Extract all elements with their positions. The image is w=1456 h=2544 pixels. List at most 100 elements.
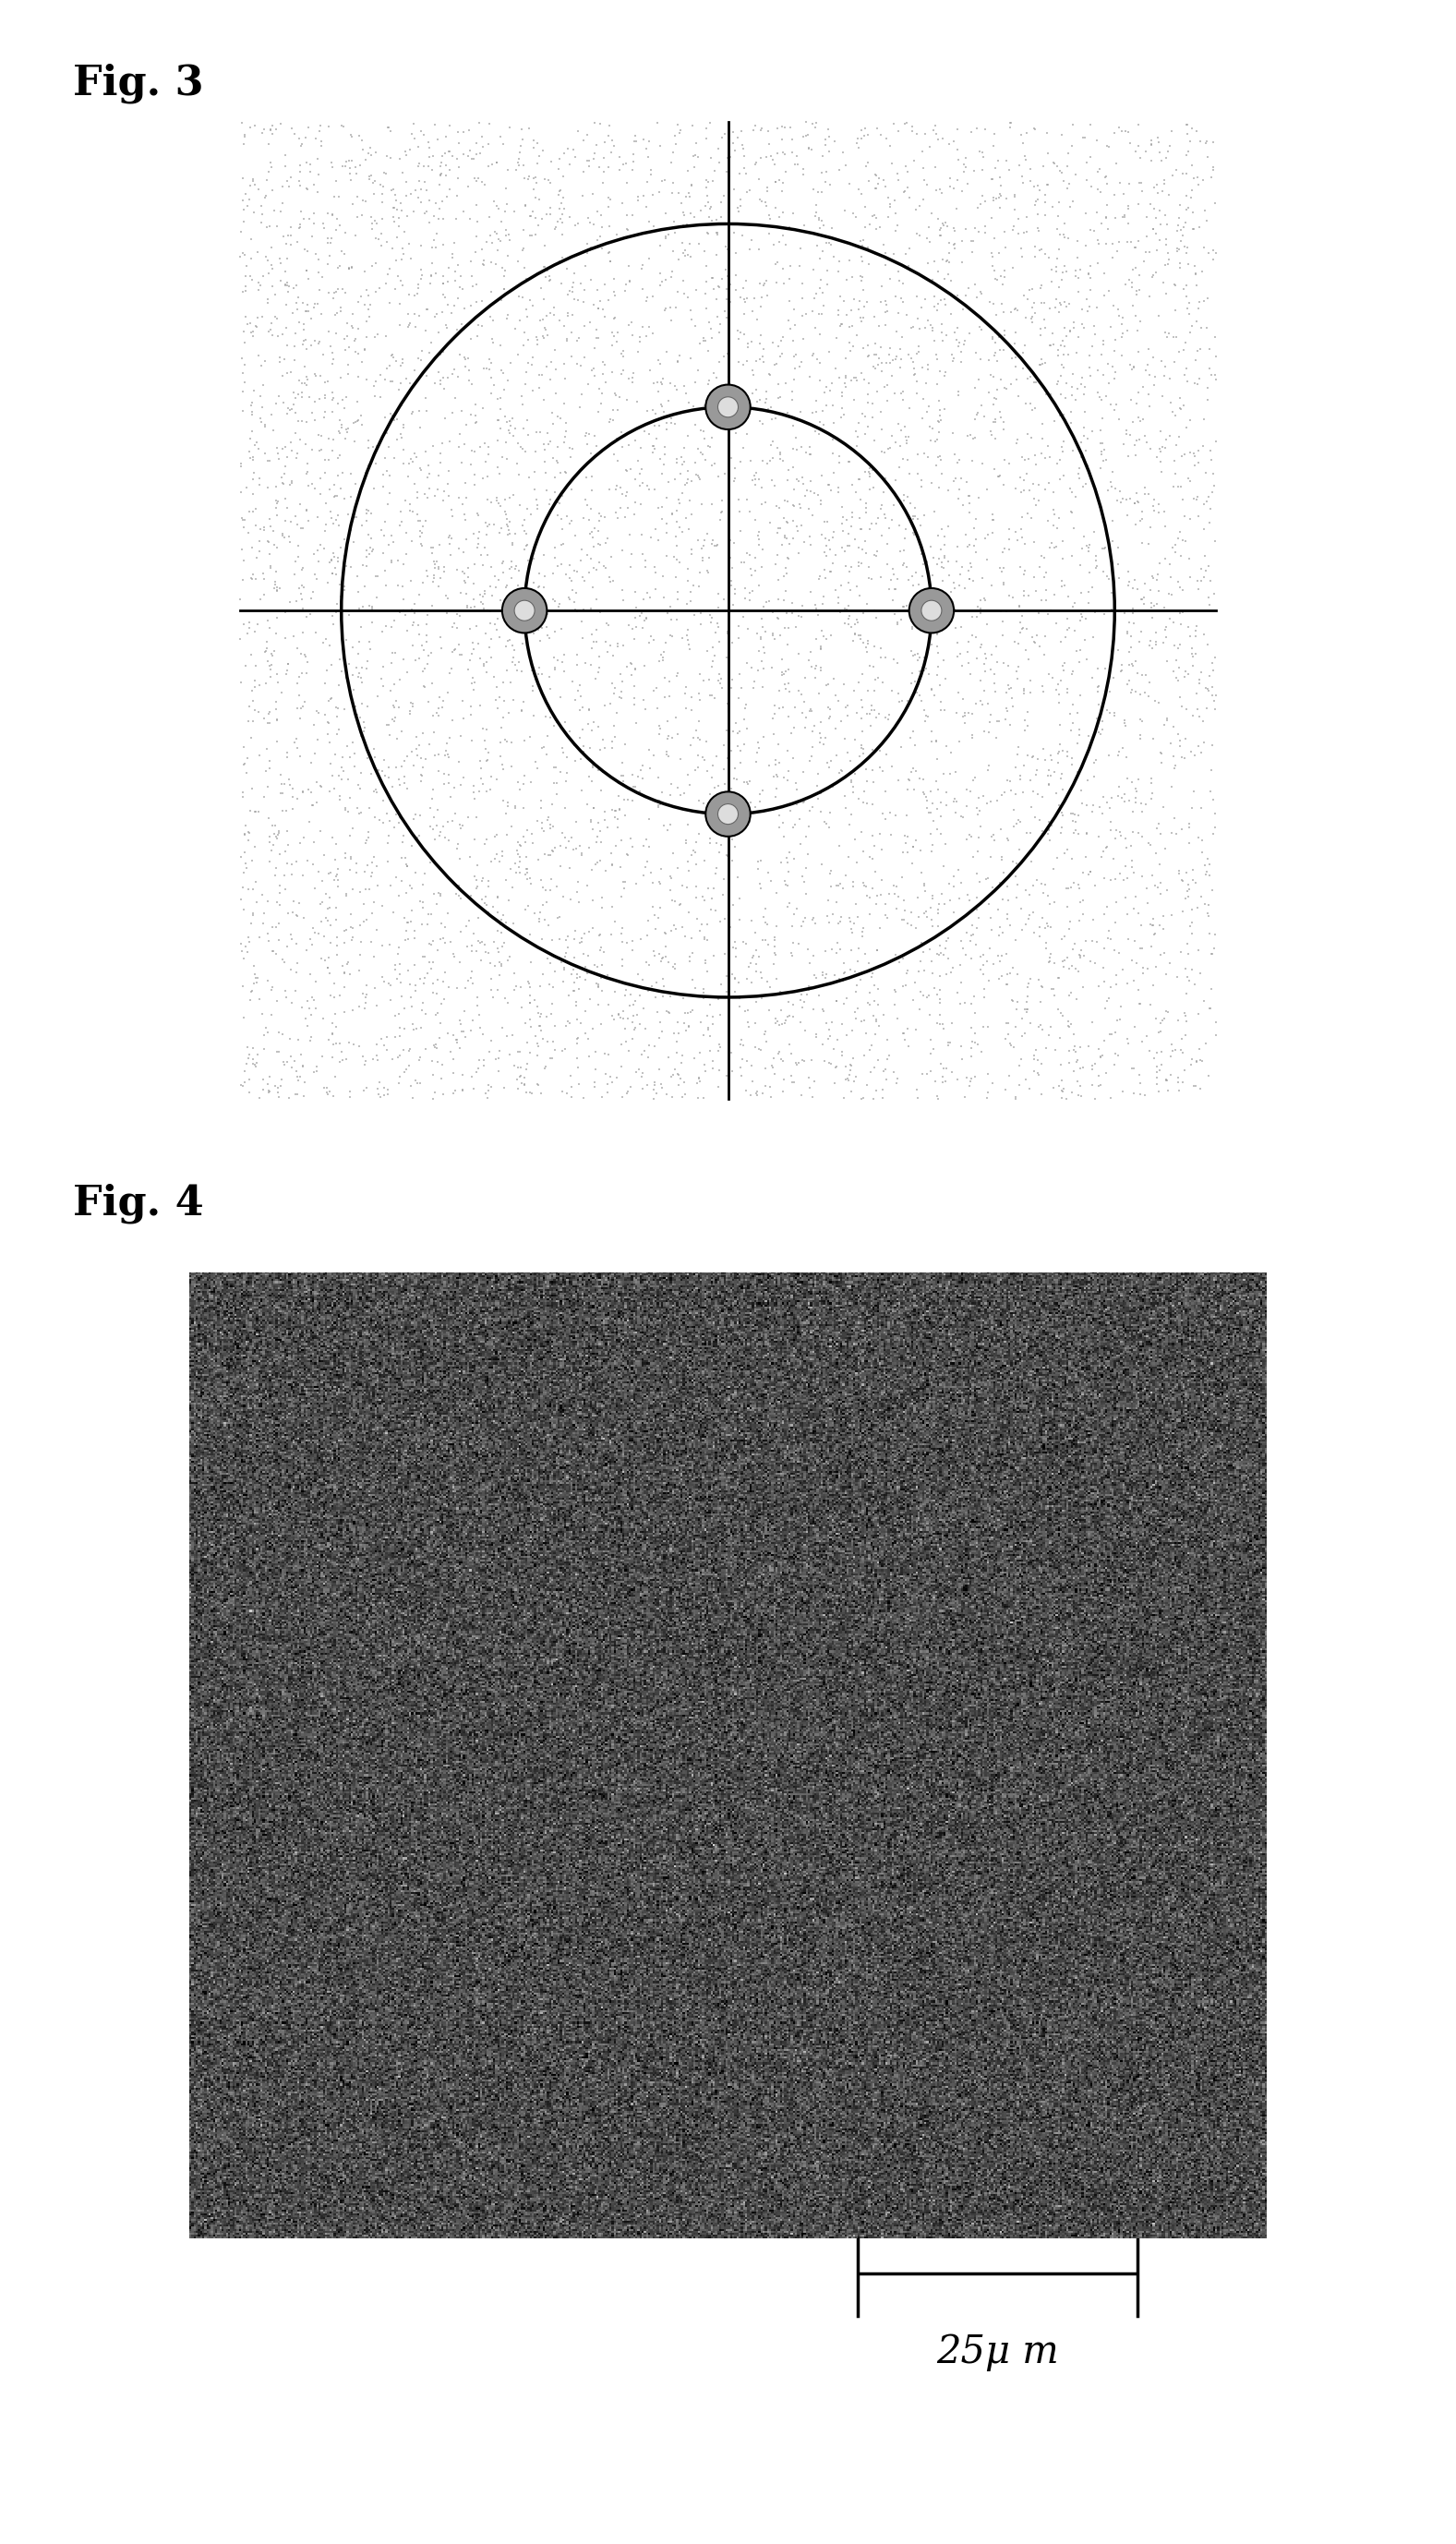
Point [859, 957, 882, 997]
Point [1047, 957, 1070, 997]
Point [721, 819, 744, 860]
Point [234, 254, 258, 295]
Point [971, 954, 994, 995]
Point [978, 282, 1002, 323]
Point [1159, 382, 1182, 422]
Point [826, 1020, 849, 1061]
Point [1045, 252, 1069, 293]
Point [253, 506, 277, 547]
Point [689, 603, 712, 644]
Point [294, 249, 317, 290]
Point [571, 918, 594, 959]
Point [764, 959, 788, 1000]
Point [713, 114, 737, 155]
Point [390, 745, 414, 786]
Point [957, 476, 980, 516]
Point [619, 817, 642, 857]
Point [763, 466, 786, 506]
Point [431, 198, 454, 239]
Point [1025, 616, 1048, 656]
Point [866, 1040, 890, 1081]
Point [233, 1051, 256, 1091]
Point [1075, 598, 1098, 639]
Point [268, 239, 291, 280]
Point [513, 511, 536, 552]
Point [1072, 967, 1095, 1007]
Point [386, 420, 409, 460]
Point [588, 636, 612, 677]
Point [255, 631, 278, 672]
Point [253, 341, 277, 382]
Point [989, 188, 1012, 229]
Point [290, 509, 313, 550]
Point [684, 832, 708, 873]
Point [601, 705, 625, 745]
Point [1125, 384, 1149, 425]
Point [316, 562, 339, 603]
Point [431, 331, 454, 371]
Point [293, 1061, 316, 1102]
Point [700, 483, 724, 524]
Point [588, 593, 612, 633]
Point [434, 145, 457, 186]
Point [301, 193, 325, 234]
Point [744, 1002, 767, 1043]
Point [1108, 852, 1131, 893]
Point [329, 565, 352, 605]
Point [1083, 944, 1107, 985]
Point [380, 170, 403, 211]
Point [326, 247, 349, 287]
Point [395, 176, 418, 216]
Point [230, 880, 253, 921]
Point [785, 458, 808, 499]
Point [772, 132, 795, 173]
Point [333, 789, 357, 829]
Point [365, 985, 389, 1025]
Point [1051, 946, 1075, 987]
Point [949, 331, 973, 371]
Point [460, 623, 483, 664]
Point [507, 847, 530, 888]
Point [313, 209, 336, 249]
Point [1092, 529, 1115, 570]
Point [708, 1051, 731, 1091]
Point [665, 1002, 689, 1043]
Point [396, 845, 419, 885]
Point [1171, 216, 1194, 257]
Point [633, 1030, 657, 1071]
Point [697, 303, 721, 343]
Point [265, 906, 288, 946]
Point [536, 799, 559, 840]
Point [729, 511, 753, 552]
Point [792, 750, 815, 791]
Point [1120, 267, 1143, 308]
Point [1057, 577, 1080, 618]
Point [243, 946, 266, 987]
Point [396, 918, 419, 959]
Point [709, 964, 732, 1005]
Point [475, 221, 498, 262]
Point [799, 689, 823, 730]
Point [574, 959, 597, 1000]
Point [547, 583, 571, 623]
Point [804, 412, 827, 453]
Point [1009, 1038, 1032, 1079]
Point [898, 249, 922, 290]
Point [810, 649, 833, 689]
Point [1140, 906, 1163, 946]
Point [1204, 422, 1227, 463]
Point [856, 142, 879, 183]
Point [1012, 674, 1035, 715]
Point [1181, 695, 1204, 735]
Point [1051, 995, 1075, 1035]
Point [1019, 812, 1042, 852]
Point [775, 669, 798, 710]
Point [887, 682, 910, 722]
Point [750, 616, 773, 656]
Point [690, 537, 713, 577]
Point [1022, 282, 1045, 323]
Point [245, 646, 268, 687]
Point [381, 684, 405, 725]
Point [932, 577, 955, 618]
Point [868, 908, 891, 949]
